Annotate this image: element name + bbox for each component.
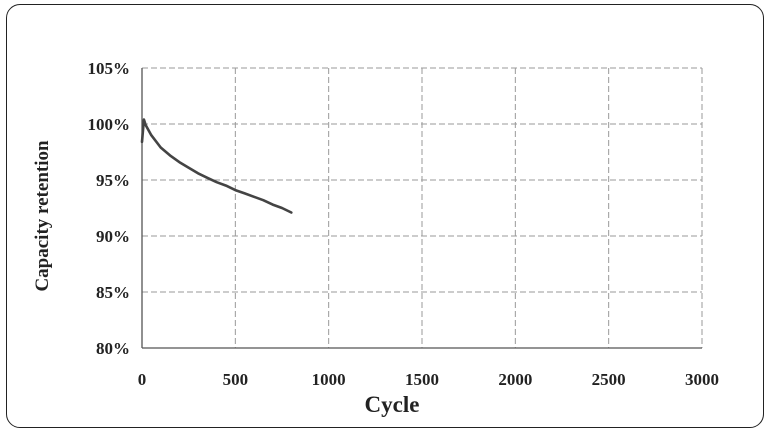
y-axis-title: Capacity retention xyxy=(32,140,53,292)
x-tick-label: 2000 xyxy=(498,370,532,389)
grid-lines xyxy=(142,67,703,348)
series-group xyxy=(140,118,293,214)
y-tick-labels: 80% 85% 90% 95% 100% 105% xyxy=(88,59,131,358)
x-tick-label: 2500 xyxy=(592,370,626,389)
x-tick-labels: 0 500 1000 1500 2000 2500 3000 xyxy=(138,370,719,389)
x-tick-label: 1000 xyxy=(312,370,346,389)
x-axis-title: Cycle xyxy=(365,392,420,417)
y-tick-label: 90% xyxy=(96,227,130,246)
y-tick-label: 80% xyxy=(96,339,130,358)
y-tick-label: 85% xyxy=(96,283,130,302)
x-tick-label: 0 xyxy=(138,370,147,389)
y-tick-label: 105% xyxy=(88,59,131,78)
y-tick-label: 95% xyxy=(96,171,130,190)
series-line xyxy=(140,118,293,214)
axes xyxy=(141,68,702,349)
x-tick-label: 1500 xyxy=(405,370,439,389)
x-tick-label: 3000 xyxy=(685,370,719,389)
y-tick-label: 100% xyxy=(88,115,131,134)
chart-frame xyxy=(6,4,764,428)
x-tick-label: 500 xyxy=(223,370,249,389)
